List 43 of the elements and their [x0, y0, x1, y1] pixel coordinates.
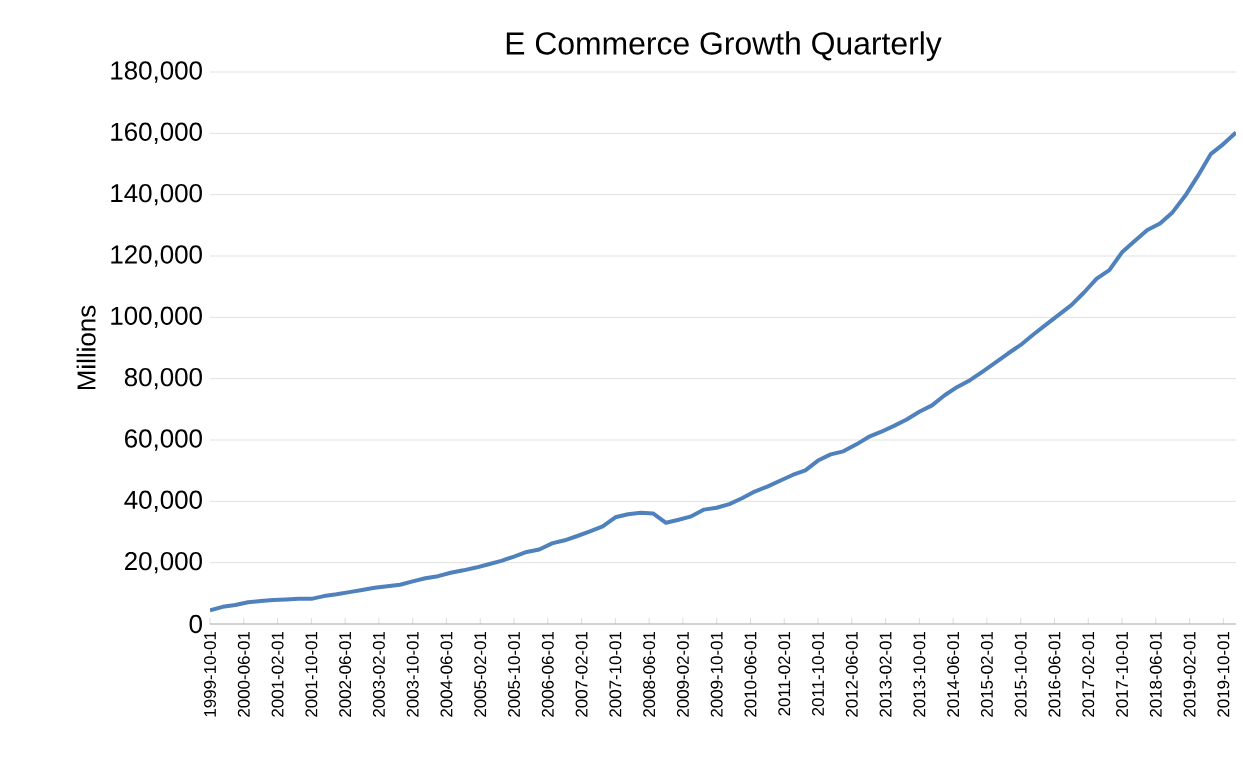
y-tick-label: 140,000 — [111, 183, 202, 206]
x-tick-label: 2006-06-01 — [541, 631, 554, 717]
x-tick-label: 2000-06-01 — [237, 631, 250, 717]
x-tick-label: 2019-10-01 — [1217, 631, 1230, 717]
x-tick-label: 2012-06-01 — [845, 631, 858, 717]
x-tick-label: 1999-10-01 — [204, 631, 216, 717]
x-tick-label: 2003-02-01 — [372, 631, 385, 717]
x-tick-label: 2002-06-01 — [339, 631, 352, 717]
chart-title: E Commerce Growth Quarterly — [506, 31, 942, 62]
x-tick-label: 2001-02-01 — [271, 631, 284, 717]
x-tick-label: 2017-02-01 — [1082, 631, 1095, 717]
y-tick-label: 0 — [189, 614, 202, 634]
y-tick-label: 180,000 — [111, 61, 202, 83]
x-tick-label: 2009-02-01 — [676, 631, 689, 717]
x-tick-label: 2003-10-01 — [406, 631, 419, 717]
x-tick-label: 2013-02-01 — [879, 631, 892, 717]
x-tick-label: 2014-06-01 — [947, 631, 960, 717]
x-tick-label: 2015-02-01 — [980, 631, 993, 717]
y-tick-label: 20,000 — [125, 551, 202, 574]
x-tick-label: 2011-02-01 — [778, 631, 791, 716]
y-tick-label: 160,000 — [111, 122, 202, 145]
y-tick-label: 80,000 — [124, 367, 202, 390]
y-tick-label: 60,000 — [125, 429, 202, 451]
x-tick-label: 2013-10-01 — [913, 631, 926, 717]
x-tick-label: 2010-06-01 — [744, 631, 757, 717]
y-tick-label: 120,000 — [111, 245, 202, 267]
x-tick-label: 2005-10-01 — [508, 631, 520, 717]
x-tick-label: 2018-06-01 — [1149, 631, 1162, 717]
x-tick-label: 2008-06-01 — [643, 631, 656, 717]
x-tick-label: 2007-02-01 — [575, 631, 588, 717]
y-axis-title: Millions — [76, 305, 96, 390]
x-tick-label: 2016-06-01 — [1048, 631, 1061, 717]
x-tick-label: 2001-10-01 — [305, 631, 318, 717]
x-tick-label: 2004-06-01 — [440, 631, 453, 717]
y-tick-label: 40,000 — [124, 490, 202, 513]
x-tick-label: 2005-02-01 — [474, 631, 487, 717]
x-tick-label: 2007-10-01 — [609, 631, 622, 717]
x-tick-label: 2009-10-01 — [710, 631, 723, 717]
x-tick-label: 2011-10-01 — [812, 631, 824, 716]
x-tick-label: 2019-02-01 — [1183, 631, 1196, 717]
y-tick-label: 100,000 — [111, 306, 202, 329]
x-tick-label: 2017-10-01 — [1116, 631, 1128, 717]
x-tick-label: 2015-10-01 — [1014, 631, 1027, 717]
